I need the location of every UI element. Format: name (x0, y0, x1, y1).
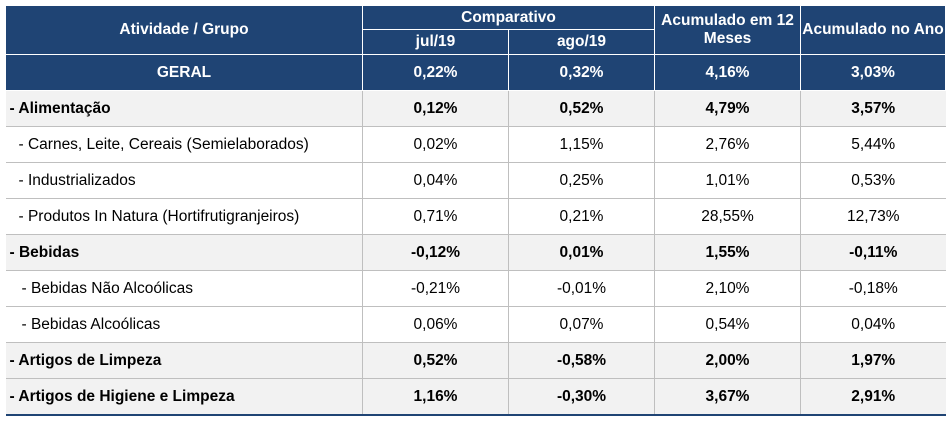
cell-ago: 1,15% (508, 126, 655, 163)
cell-jul: 0,02% (362, 126, 509, 163)
row-label: - Bebidas (5, 234, 363, 271)
price-index-table-container: Atividade / Grupo Comparativo Acumulado … (5, 5, 946, 416)
cell-ago: 0,25% (508, 162, 655, 199)
cell-ano: 5,44% (800, 126, 946, 163)
cell-ago: -0,01% (508, 270, 655, 307)
row-geral: GERAL 0,22% 0,32% 4,16% 3,03% (5, 54, 946, 91)
cell-ano: 2,91% (800, 378, 946, 416)
row-artigos-de-higiene-e-limpeza: - Artigos de Higiene e Limpeza 1,16% -0,… (5, 378, 946, 416)
header-comparativo: Comparativo (362, 5, 655, 30)
row-carnes-leite-cereais: - Carnes, Leite, Cereais (Semielaborados… (5, 126, 946, 163)
cell-ago: 0,07% (508, 306, 655, 343)
cell-ano: -0,11% (800, 234, 946, 271)
row-label: - Alimentação (5, 90, 363, 127)
cell-12m: 1,01% (654, 162, 801, 199)
cell-ano: 3,57% (800, 90, 946, 127)
cell-12m: 4,79% (654, 90, 801, 127)
geral-jul: 0,22% (362, 54, 509, 91)
row-label: - Artigos de Limpeza (5, 342, 363, 379)
cell-ano: 12,73% (800, 198, 946, 235)
price-index-table: Atividade / Grupo Comparativo Acumulado … (5, 5, 946, 416)
cell-ano: 0,53% (800, 162, 946, 199)
cell-jul: 0,06% (362, 306, 509, 343)
cell-12m: 0,54% (654, 306, 801, 343)
header-accumulated-12-months: Acumulado em 12 Meses (654, 5, 801, 55)
cell-12m: 3,67% (654, 378, 801, 416)
cell-ano: -0,18% (800, 270, 946, 307)
cell-jul: -0,21% (362, 270, 509, 307)
cell-ago: -0,58% (508, 342, 655, 379)
cell-ano: 1,97% (800, 342, 946, 379)
row-label: - Bebidas Alcoólicas (5, 306, 363, 343)
header-ago-19: ago/19 (508, 29, 655, 55)
cell-12m: 1,55% (654, 234, 801, 271)
geral-ago: 0,32% (508, 54, 655, 91)
row-bebidas-alcoolicas: - Bebidas Alcoólicas 0,06% 0,07% 0,54% 0… (5, 306, 946, 343)
row-produtos-in-natura: - Produtos In Natura (Hortifrutigranjeir… (5, 198, 946, 235)
row-bebidas: - Bebidas -0,12% 0,01% 1,55% -0,11% (5, 234, 946, 271)
cell-jul: 0,12% (362, 90, 509, 127)
cell-ago: 0,21% (508, 198, 655, 235)
geral-12m: 4,16% (654, 54, 801, 91)
geral-ano: 3,03% (800, 54, 946, 91)
row-artigos-de-limpeza: - Artigos de Limpeza 0,52% -0,58% 2,00% … (5, 342, 946, 379)
row-bebidas-nao-alcoolicas: - Bebidas Não Alcoólicas -0,21% -0,01% 2… (5, 270, 946, 307)
row-industrializados: - Industrializados 0,04% 0,25% 1,01% 0,5… (5, 162, 946, 199)
row-label: - Industrializados (5, 162, 363, 199)
cell-jul: -0,12% (362, 234, 509, 271)
cell-jul: 0,52% (362, 342, 509, 379)
row-label: - Carnes, Leite, Cereais (Semielaborados… (5, 126, 363, 163)
cell-ano: 0,04% (800, 306, 946, 343)
cell-jul: 0,71% (362, 198, 509, 235)
cell-ago: -0,30% (508, 378, 655, 416)
row-label: - Produtos In Natura (Hortifrutigranjeir… (5, 198, 363, 235)
cell-ago: 0,01% (508, 234, 655, 271)
header-accumulated-year: Acumulado no Ano (800, 5, 946, 55)
cell-12m: 2,00% (654, 342, 801, 379)
row-label: - Bebidas Não Alcoólicas (5, 270, 363, 307)
geral-label: GERAL (5, 54, 363, 91)
header-activity-group: Atividade / Grupo (5, 5, 363, 55)
cell-ago: 0,52% (508, 90, 655, 127)
cell-jul: 1,16% (362, 378, 509, 416)
row-alimentacao: - Alimentação 0,12% 0,52% 4,79% 3,57% (5, 90, 946, 127)
cell-12m: 2,76% (654, 126, 801, 163)
cell-12m: 28,55% (654, 198, 801, 235)
cell-jul: 0,04% (362, 162, 509, 199)
cell-12m: 2,10% (654, 270, 801, 307)
header-jul-19: jul/19 (362, 29, 509, 55)
row-label: - Artigos de Higiene e Limpeza (5, 378, 363, 416)
